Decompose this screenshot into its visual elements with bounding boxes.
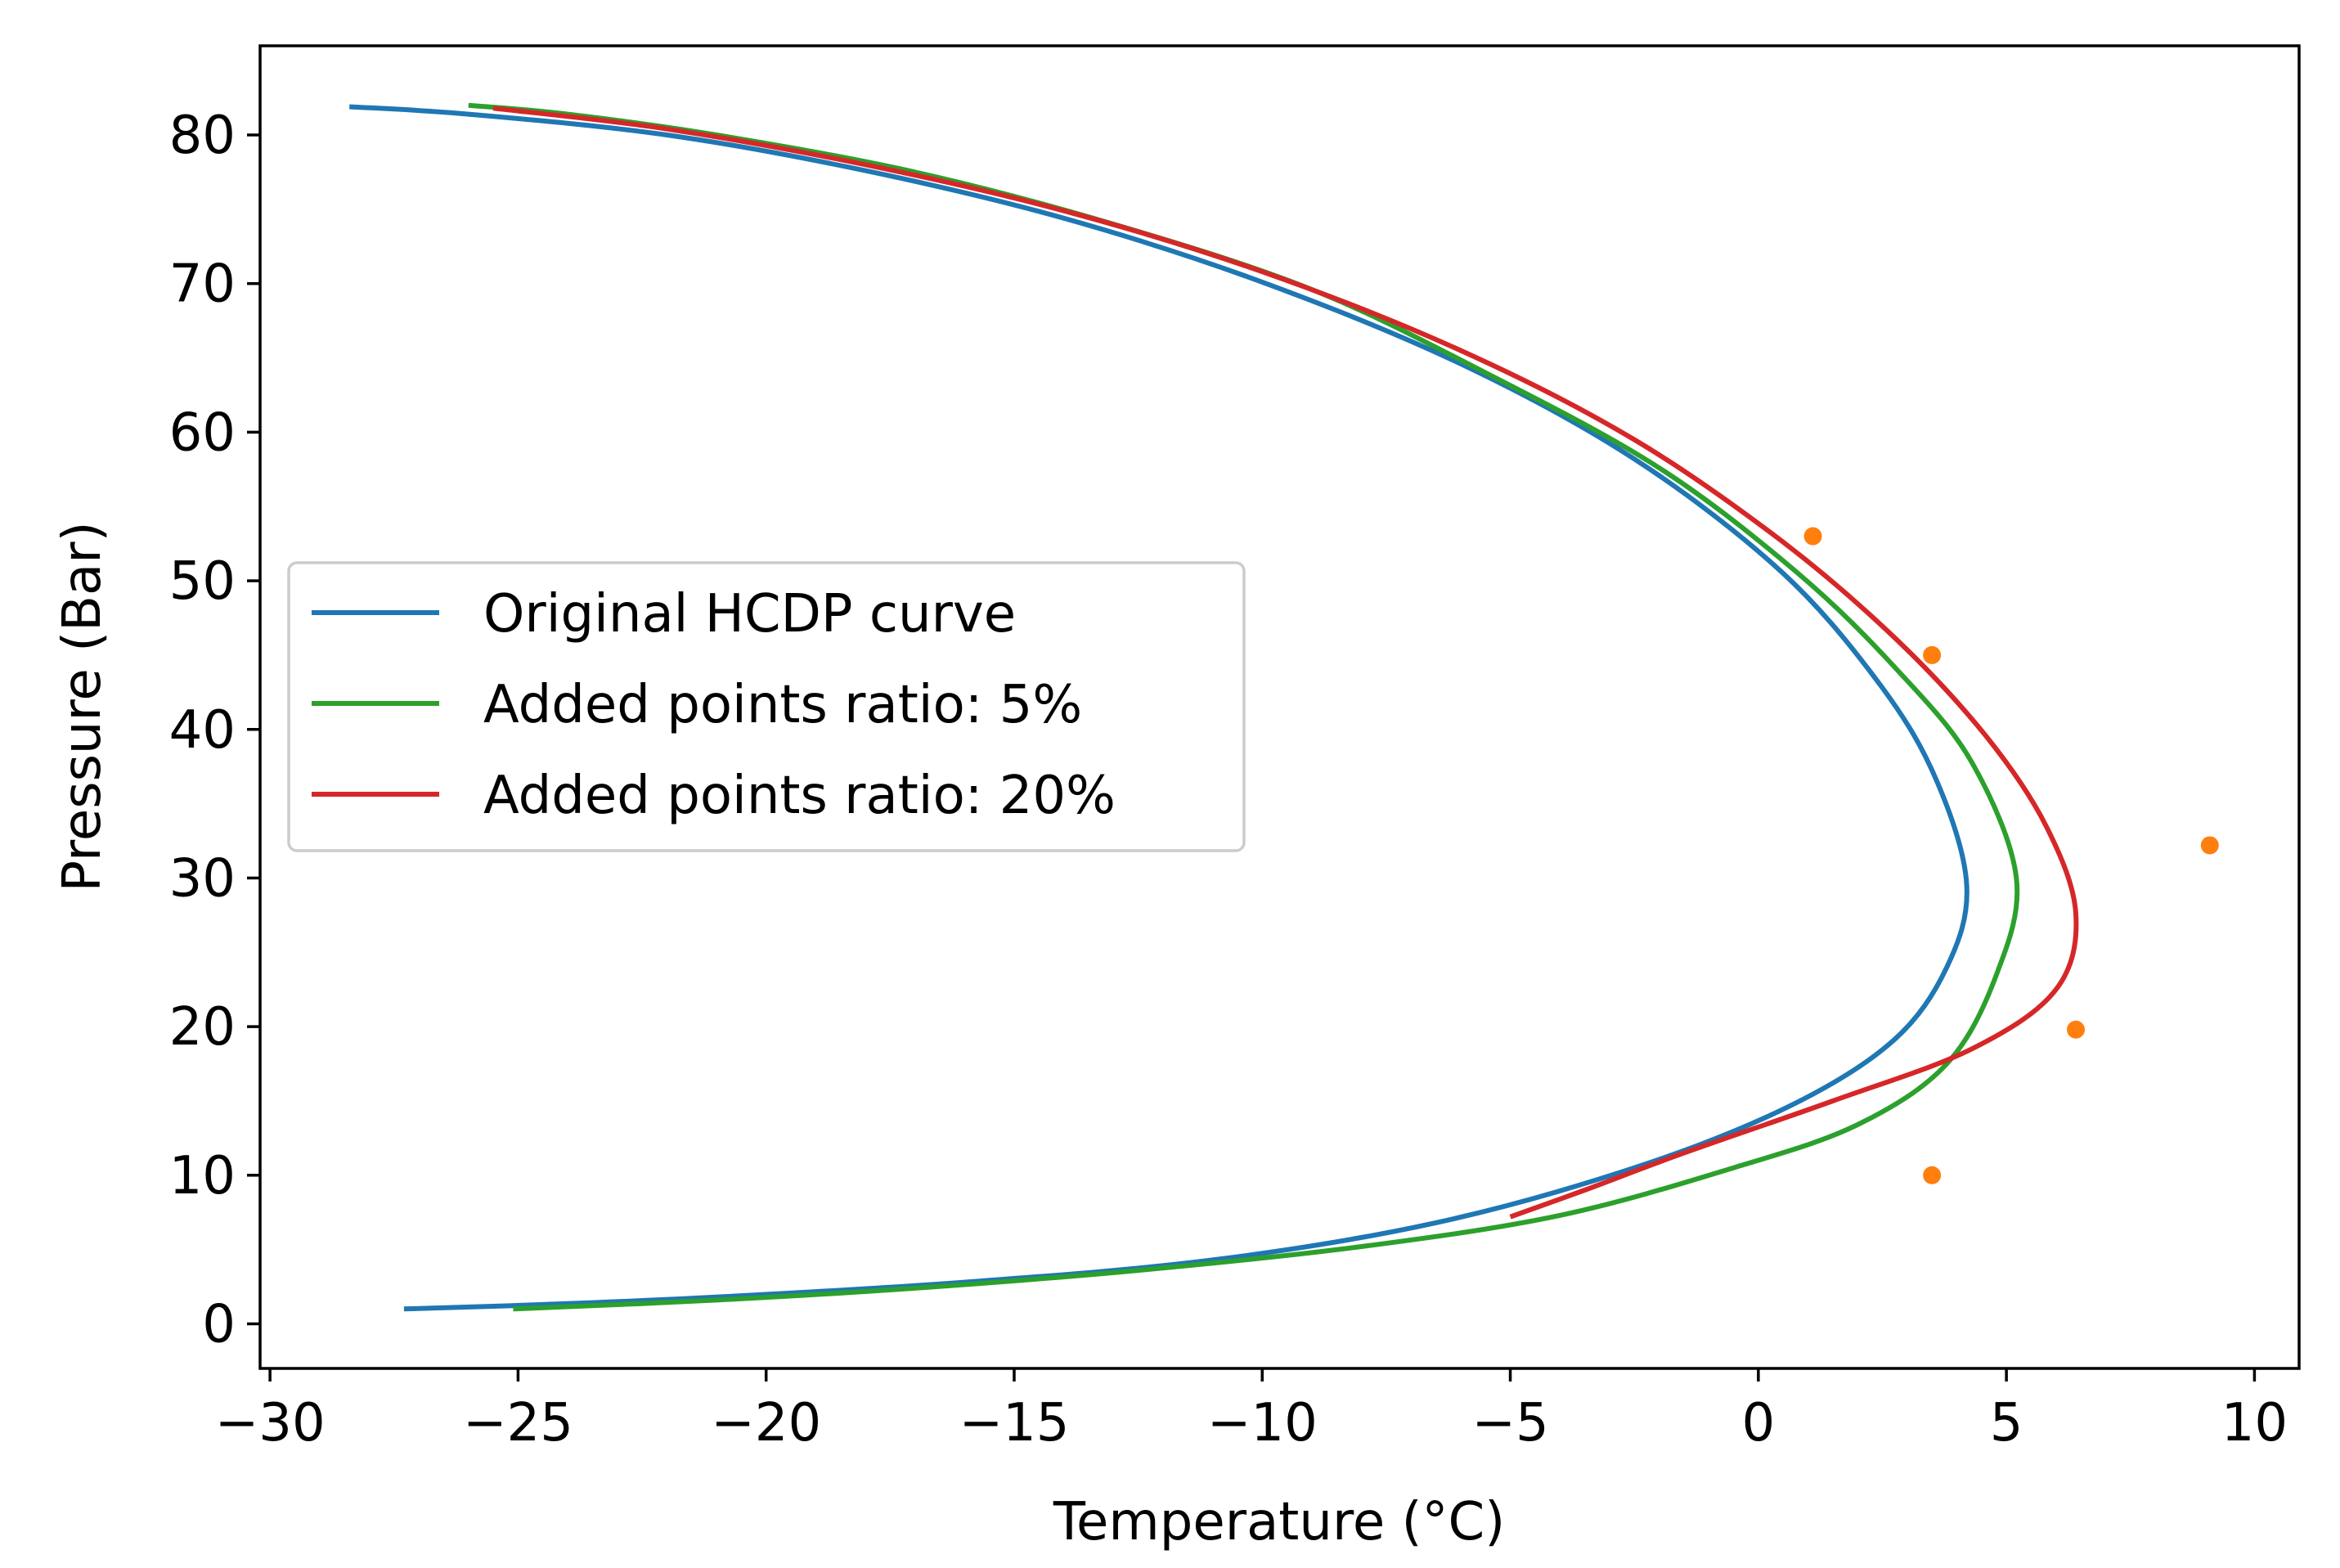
legend-label-20pct: Added points ratio: 20%: [483, 766, 1116, 826]
legend: Original HCDP curve Added points ratio: …: [287, 561, 1246, 852]
x-axis-label: Temperature (°C): [1053, 1492, 1505, 1552]
x-tick-label: 10: [2221, 1393, 2288, 1453]
y-tick-label: 50: [169, 551, 236, 612]
scatter-point-0: [1803, 527, 1822, 546]
x-axis: −30 −25 −20 −15 −10 −5 0 5 10: [215, 1368, 2288, 1453]
legend-box: [287, 561, 1246, 852]
x-tick-label: −30: [215, 1393, 326, 1453]
x-tick-label: −15: [959, 1393, 1069, 1453]
scatter-point-4: [1923, 1166, 1942, 1184]
x-tick-label: −25: [463, 1393, 573, 1453]
y-tick-label: 10: [169, 1146, 236, 1206]
scatter-layer: [1803, 527, 2219, 1184]
x-tick-label: −20: [711, 1393, 821, 1453]
y-tick-label: 60: [169, 402, 236, 463]
series-layer: [349, 102, 2079, 1312]
legend-label-5pct: Added points ratio: 5%: [483, 675, 1082, 735]
y-tick-label: 30: [169, 848, 236, 909]
scatter-point-1: [1923, 645, 1942, 664]
y-axis: 0 10 20 30 40 50 60 70 80: [169, 106, 260, 1355]
scatter-point-3: [2067, 1020, 2086, 1039]
x-tick-label: 0: [1741, 1393, 1775, 1453]
y-tick-label: 0: [202, 1294, 236, 1355]
x-tick-label: −10: [1207, 1393, 1318, 1453]
scatter-point-2: [2200, 836, 2219, 855]
y-axis-label: Pressure (Bar): [52, 522, 113, 892]
plot-frame: [258, 44, 2301, 1370]
x-tick-label: −5: [1471, 1393, 1548, 1453]
y-tick-label: 20: [169, 997, 236, 1058]
y-tick-label: 80: [169, 106, 236, 166]
y-tick-label: 70: [169, 254, 236, 315]
x-tick-label: 5: [1990, 1393, 2023, 1453]
y-tick-label: 40: [169, 700, 236, 761]
legend-label-original: Original HCDP curve: [483, 584, 1016, 645]
added-points-20pct-curve: [492, 106, 2079, 1220]
